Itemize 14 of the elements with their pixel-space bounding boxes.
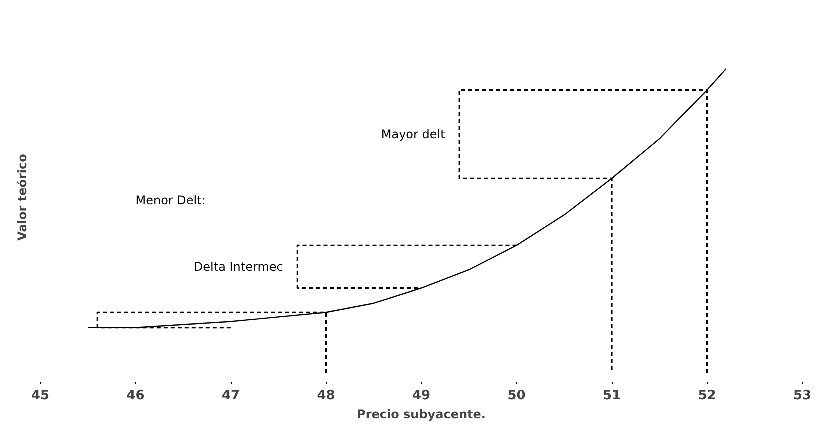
x-tick-label: 45 (31, 388, 50, 404)
x-tick-label: 53 (793, 388, 812, 404)
x-tick-label: 51 (602, 388, 622, 404)
annotation: Delta Intermec (194, 260, 284, 274)
x-tick-label: 50 (508, 388, 526, 404)
annotation: Menor Delt: (136, 193, 206, 208)
x-tick-label: 47 (222, 388, 240, 404)
annotation: Mayor delt (381, 127, 446, 142)
x-tick-label: 48 (317, 388, 336, 404)
y-axis-title: Valor teórico (16, 154, 30, 241)
x-tick-label: 49 (412, 388, 431, 404)
x-tick-label: 46 (126, 388, 145, 404)
x-tick-label: 52 (698, 388, 716, 404)
x-axis-title: Precio subyacente. (357, 408, 486, 422)
